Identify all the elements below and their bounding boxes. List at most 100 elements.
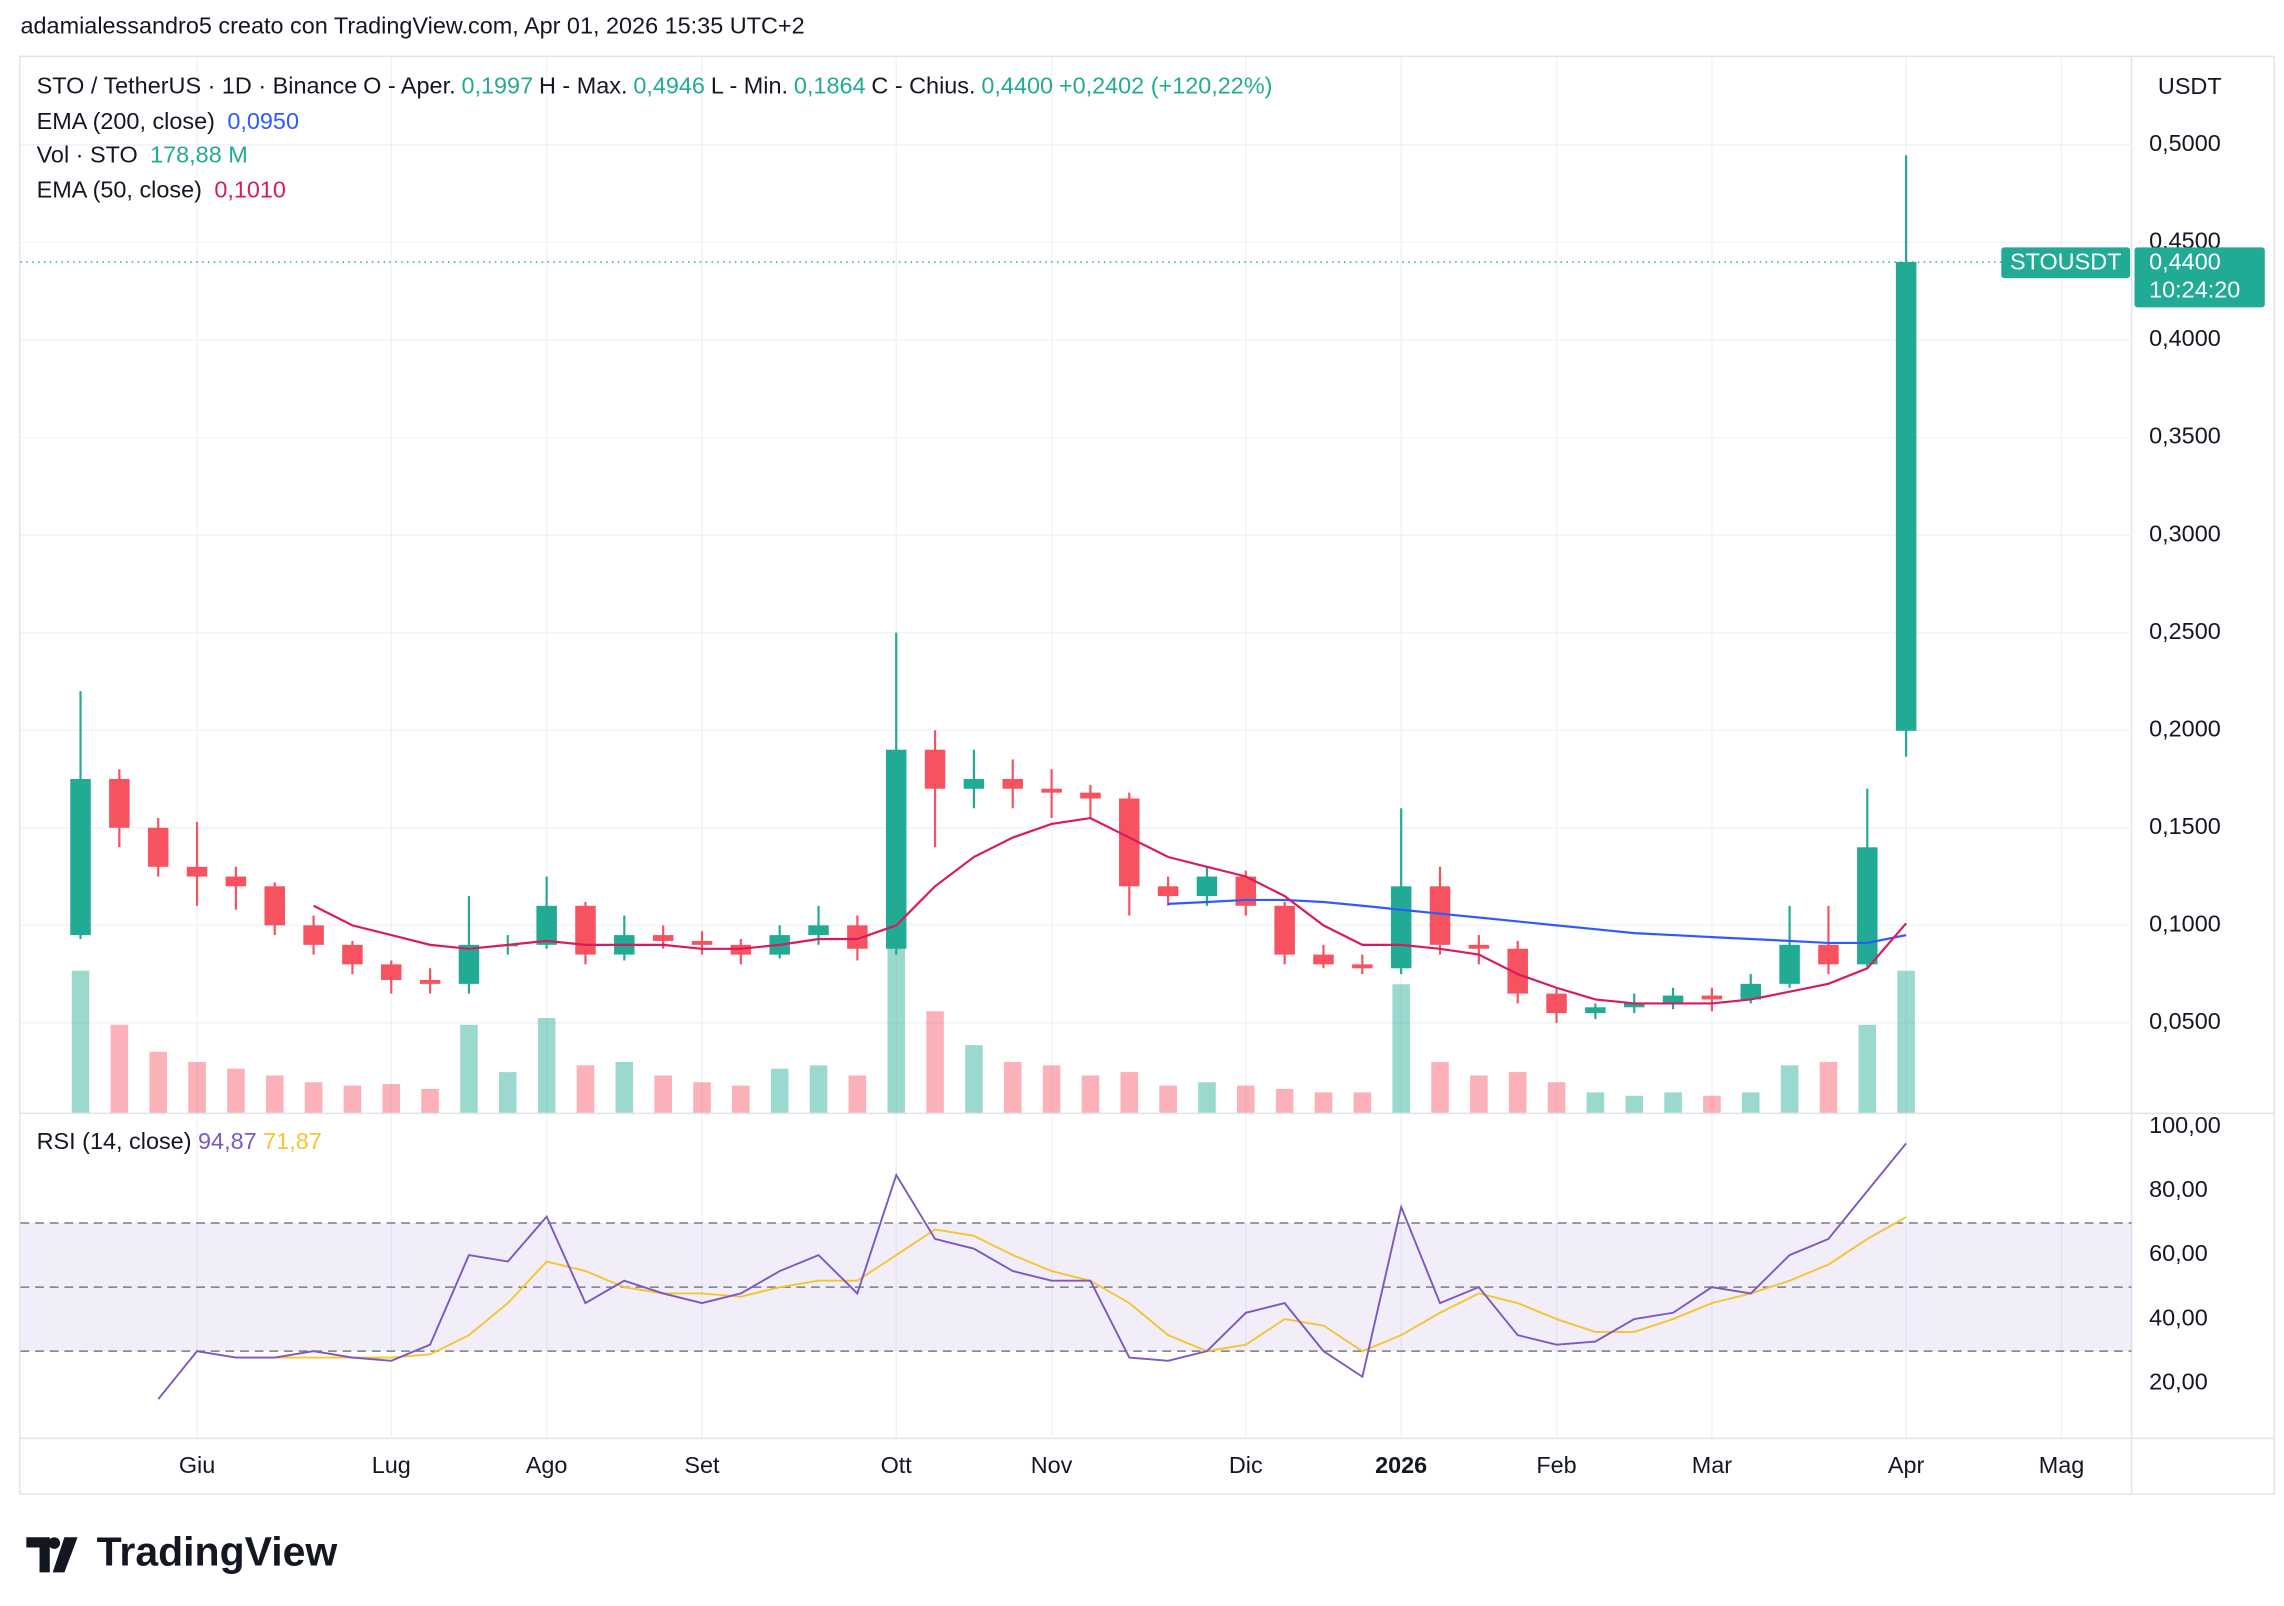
y-tick-label: 0,2500 [2149, 618, 2221, 644]
ema50-name: EMA (50, close) [36, 177, 202, 203]
volume-bar [887, 936, 906, 1113]
ohlc-value: 0,1864 [793, 74, 866, 100]
ema50-value: 0,1010 [214, 177, 286, 203]
volume-bar [1625, 1095, 1644, 1113]
volume-bar [188, 1061, 206, 1113]
rsi-line [157, 1142, 1907, 1400]
change: +0,2402 (+120,22%) [1058, 74, 1273, 100]
candle-body [963, 779, 985, 789]
candle-body [1080, 792, 1101, 799]
ohlc-label: H - Max. [538, 74, 628, 100]
volume-bar [1042, 1065, 1061, 1113]
candle-body [303, 925, 324, 945]
candle-body [1157, 886, 1179, 897]
candle-body [1779, 944, 1800, 984]
y-tick-label: 0,0500 [2149, 1008, 2221, 1034]
volume-bar [1198, 1082, 1216, 1113]
volume-bar [1120, 1072, 1139, 1113]
candle-body [147, 827, 169, 867]
candle-body [1818, 944, 1839, 965]
ema200-value: 0,0950 [227, 109, 299, 134]
volume-bar [227, 1068, 245, 1113]
tradingview-logo: TradingView [26, 1529, 337, 1575]
ema50-line: EMA (50, close) 0,1010 [37, 173, 1279, 207]
candle-body [1002, 779, 1023, 789]
volume-bar [1897, 970, 1915, 1113]
ohlc-label: L - Min. [710, 74, 789, 100]
ema200-line: EMA (200, close) 0,0950 [37, 105, 1279, 139]
volume-bar [265, 1075, 284, 1113]
volume-bar [1780, 1065, 1799, 1113]
volume-bar [1586, 1092, 1605, 1113]
y-tick-label: 0,3000 [2149, 520, 2221, 546]
candle-body [652, 935, 674, 941]
candle-body [924, 749, 946, 789]
volume-bar [1664, 1092, 1682, 1113]
volume-bar [809, 1065, 828, 1113]
legend: STO / TetherUS · 1D · Binance O - Aper. 0,… [37, 70, 1279, 208]
y-tick-label: 0,1500 [2149, 813, 2221, 839]
x-tick-label: Feb [1536, 1452, 1576, 1478]
candle-body [1895, 261, 1917, 731]
candle-body [1585, 1007, 1606, 1014]
price-tag: 0,4400 [2149, 249, 2221, 275]
ohlc-value: 0,4400 [981, 74, 1054, 100]
volume-bar [110, 1024, 129, 1113]
volume-bar [343, 1085, 362, 1113]
volume-bar [732, 1085, 750, 1113]
rsi-tick-label: 100,00 [2149, 1112, 2221, 1138]
logo-text: TradingView [97, 1529, 338, 1575]
candle-body [808, 925, 829, 936]
volume-bar [965, 1045, 983, 1113]
volume-bar [1703, 1095, 1721, 1113]
candle-body [1546, 993, 1567, 1014]
rsi-tick-label: 20,00 [2149, 1368, 2208, 1394]
x-tick-label: Ago [526, 1452, 568, 1478]
y-tick-label: 0,5000 [2149, 130, 2221, 156]
volume-bar [1159, 1085, 1177, 1113]
volume-bar [926, 1011, 944, 1113]
candle-body [109, 779, 130, 828]
x-tick-label: Dic [1229, 1452, 1263, 1478]
volume-bar [770, 1068, 789, 1113]
rsi-name: RSI (14, close) [36, 1130, 192, 1156]
countdown: 10:24:20 [2149, 276, 2240, 302]
currency-label: USDT [2158, 73, 2222, 99]
ema-line [313, 816, 1907, 1005]
volume-bar [1508, 1072, 1527, 1113]
rsi-ma-line [235, 1216, 1907, 1359]
candle-body [1196, 876, 1218, 897]
candle-body [1507, 948, 1528, 994]
ohlc-label: O - Aper. [363, 74, 456, 100]
candle-body [419, 979, 441, 984]
volume-bar [499, 1072, 517, 1113]
candle-body [1701, 995, 1723, 1000]
y-tick-label: 0,4000 [2149, 325, 2221, 351]
volume-bar [421, 1088, 439, 1113]
candle-body [381, 964, 402, 980]
candle-body [264, 886, 285, 926]
ohlc-value: 0,1997 [461, 74, 534, 100]
candle-body [536, 905, 557, 945]
volume-bar [304, 1082, 323, 1113]
price-tag-box [2134, 247, 2265, 308]
y-tick-label: 0,3500 [2149, 423, 2221, 449]
candle-body [1662, 995, 1684, 1004]
x-tick-label: Mar [1692, 1452, 1733, 1478]
volume-bar [537, 1018, 556, 1113]
rsi-value: 94,87 [198, 1130, 257, 1156]
x-tick-label: Giu [179, 1452, 215, 1478]
candle-body [1390, 886, 1412, 969]
volume-bar [1819, 1061, 1838, 1113]
volume-bar [1470, 1075, 1488, 1113]
candle-body [691, 940, 713, 945]
rsi-legend: RSI (14, close) 94,87 71,87 [37, 1130, 322, 1156]
candle-body [847, 925, 868, 949]
symbol-line: STO / TetherUS · 1D · Binance O - Aper. 0,… [37, 70, 1279, 104]
volume-bar [1081, 1075, 1100, 1113]
candle-body [1857, 847, 1878, 965]
chart-frame [19, 55, 2276, 1495]
ohlc-label: C - Chius. [871, 74, 976, 100]
volume-bar [382, 1083, 401, 1113]
